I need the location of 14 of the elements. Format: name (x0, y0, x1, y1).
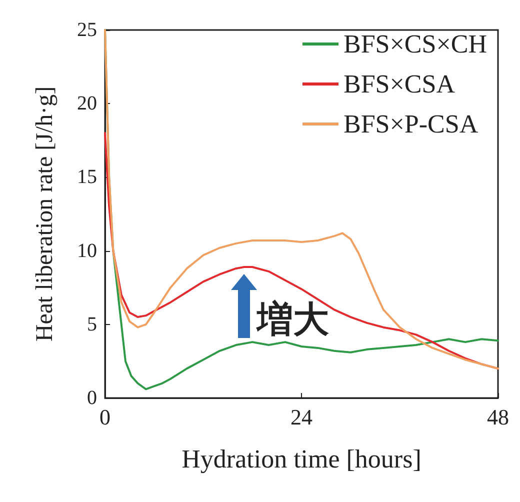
legend-label: BFS×CS×CH (343, 30, 488, 58)
legend-label: BFS×P-CSA (343, 110, 478, 138)
x-tick-label: 48 (487, 404, 509, 430)
y-tick-label: 15 (77, 166, 97, 188)
annotation: 増大 (255, 300, 329, 340)
y-tick-label: 0 (87, 387, 97, 409)
y-tick-label: 5 (87, 313, 97, 336)
y-tick-label: 25 (77, 19, 97, 41)
y-axis-title: Heat liberation rate [J/h·g] (32, 86, 58, 342)
y-tick-label: 10 (77, 240, 97, 262)
x-axis-title: Hydration time [hours] (182, 444, 422, 474)
legend-label: BFS×CSA (343, 70, 456, 98)
x-tick-label: 24 (290, 404, 312, 430)
y-tick-label: 20 (77, 92, 97, 115)
